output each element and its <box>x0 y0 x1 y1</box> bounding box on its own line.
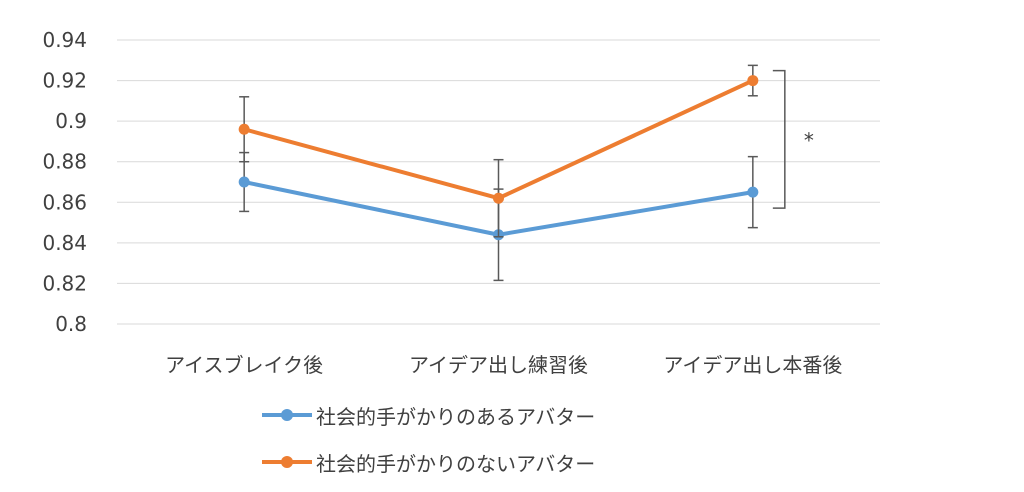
x-tick-label: アイデア出し本番後 <box>663 353 842 377</box>
y-tick-label: 0.8 <box>55 312 87 336</box>
legend: 社会的手がかりのあるアバター 社会的手がかりのないアバター <box>262 398 595 492</box>
legend-swatch-orange-icon <box>262 452 312 472</box>
y-tick-label: 0.82 <box>42 271 87 295</box>
y-tick-label: 0.84 <box>42 231 87 255</box>
line-chart: 0.8 0.82 0.84 0.86 0.88 0.9 0.92 0.94 アイスブレイク後 アイ… <box>42 28 880 377</box>
data-point <box>238 176 250 188</box>
y-tick-label: 0.88 <box>42 150 87 174</box>
x-tick-label: アイスブレイク後 <box>165 353 323 377</box>
legend-label-with-cues: 社会的手がかりのあるアバター <box>316 404 596 429</box>
y-tick-label: 0.94 <box>42 28 87 52</box>
data-point <box>493 192 504 204</box>
legend-item-without-cues: 社会的手がかりのないアバター <box>262 445 595 479</box>
y-tick-label: 0.92 <box>42 69 87 93</box>
data-point <box>747 75 759 87</box>
significance-bracket <box>772 69 786 209</box>
data-point <box>238 123 250 135</box>
y-tick-label: 0.86 <box>42 190 87 214</box>
legend-item-with-cues: 社会的手がかりのあるアバター <box>262 398 595 432</box>
legend-swatch-blue-icon <box>262 405 312 425</box>
x-tick-label: アイデア出し練習後 <box>409 353 588 377</box>
data-point <box>747 186 759 198</box>
legend-label-without-cues: 社会的手がかりのないアバター <box>316 451 596 476</box>
significance-asterisk: * <box>804 128 814 152</box>
y-tick-label: 0.9 <box>55 109 87 133</box>
